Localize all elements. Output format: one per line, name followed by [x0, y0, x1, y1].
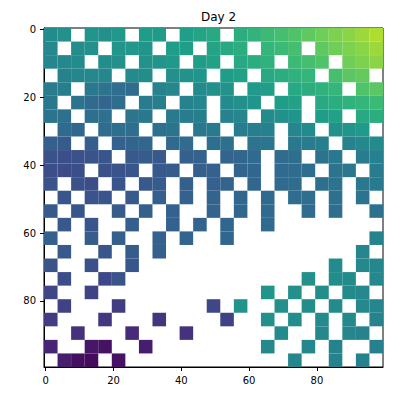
svg-text:60: 60: [243, 375, 256, 386]
svg-text:40: 40: [175, 375, 188, 386]
svg-text:20: 20: [107, 375, 120, 386]
svg-text:80: 80: [311, 375, 324, 386]
svg-text:Day 2: Day 2: [201, 10, 236, 24]
svg-text:40: 40: [23, 160, 36, 171]
svg-text:60: 60: [23, 228, 36, 239]
svg-text:20: 20: [23, 92, 36, 103]
svg-text:0: 0: [30, 24, 36, 35]
svg-text:80: 80: [23, 295, 36, 306]
svg-text:0: 0: [43, 375, 49, 386]
